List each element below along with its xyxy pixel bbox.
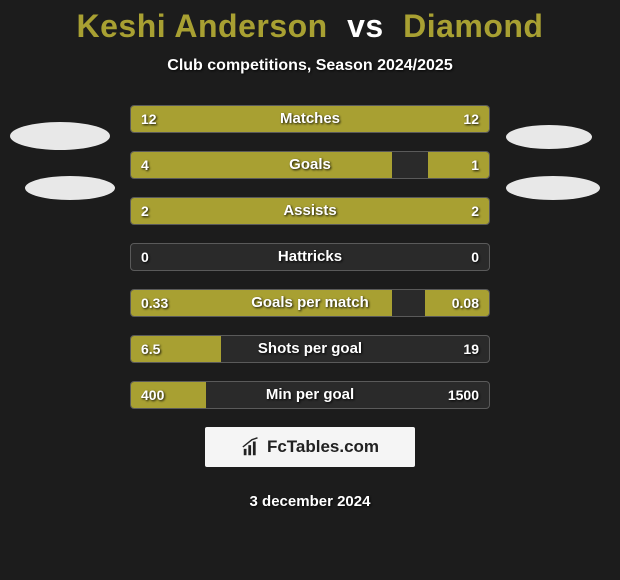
player2-name: Diamond — [403, 8, 543, 44]
brand-chart-icon — [241, 436, 263, 458]
stat-label: Assists — [131, 198, 489, 224]
stat-row: 00Hattricks — [130, 243, 490, 271]
date-text: 3 december 2024 — [0, 493, 620, 510]
decor-ellipse-bl — [25, 176, 115, 200]
decor-ellipse-br — [506, 176, 600, 200]
stat-row: 1212Matches — [130, 105, 490, 133]
subtitle: Club competitions, Season 2024/2025 — [0, 57, 620, 75]
vs-text: vs — [347, 8, 384, 44]
stat-label: Goals — [131, 152, 489, 178]
stat-row: 41Goals — [130, 151, 490, 179]
stat-row: 6.519Shots per goal — [130, 335, 490, 363]
decor-ellipse-tr — [506, 125, 592, 149]
brand-name: FcTables.com — [267, 437, 379, 457]
decor-ellipse-tl — [10, 122, 110, 150]
stat-row: 0.330.08Goals per match — [130, 289, 490, 317]
footer-badge: FcTables.com — [205, 427, 415, 467]
stat-label: Shots per goal — [131, 336, 489, 362]
comparison-infographic: Keshi Anderson vs Diamond Club competiti… — [0, 0, 620, 510]
stat-label: Matches — [131, 106, 489, 132]
stat-label: Hattricks — [131, 244, 489, 270]
stat-label: Goals per match — [131, 290, 489, 316]
stat-row: 22Assists — [130, 197, 490, 225]
player1-name: Keshi Anderson — [77, 8, 328, 44]
stat-row: 4001500Min per goal — [130, 381, 490, 409]
stat-label: Min per goal — [131, 382, 489, 408]
stats-table: 1212Matches 41Goals 22Assists 00Hattricks 0.… — [130, 105, 490, 409]
page-title: Keshi Anderson vs Diamond — [0, 8, 620, 45]
